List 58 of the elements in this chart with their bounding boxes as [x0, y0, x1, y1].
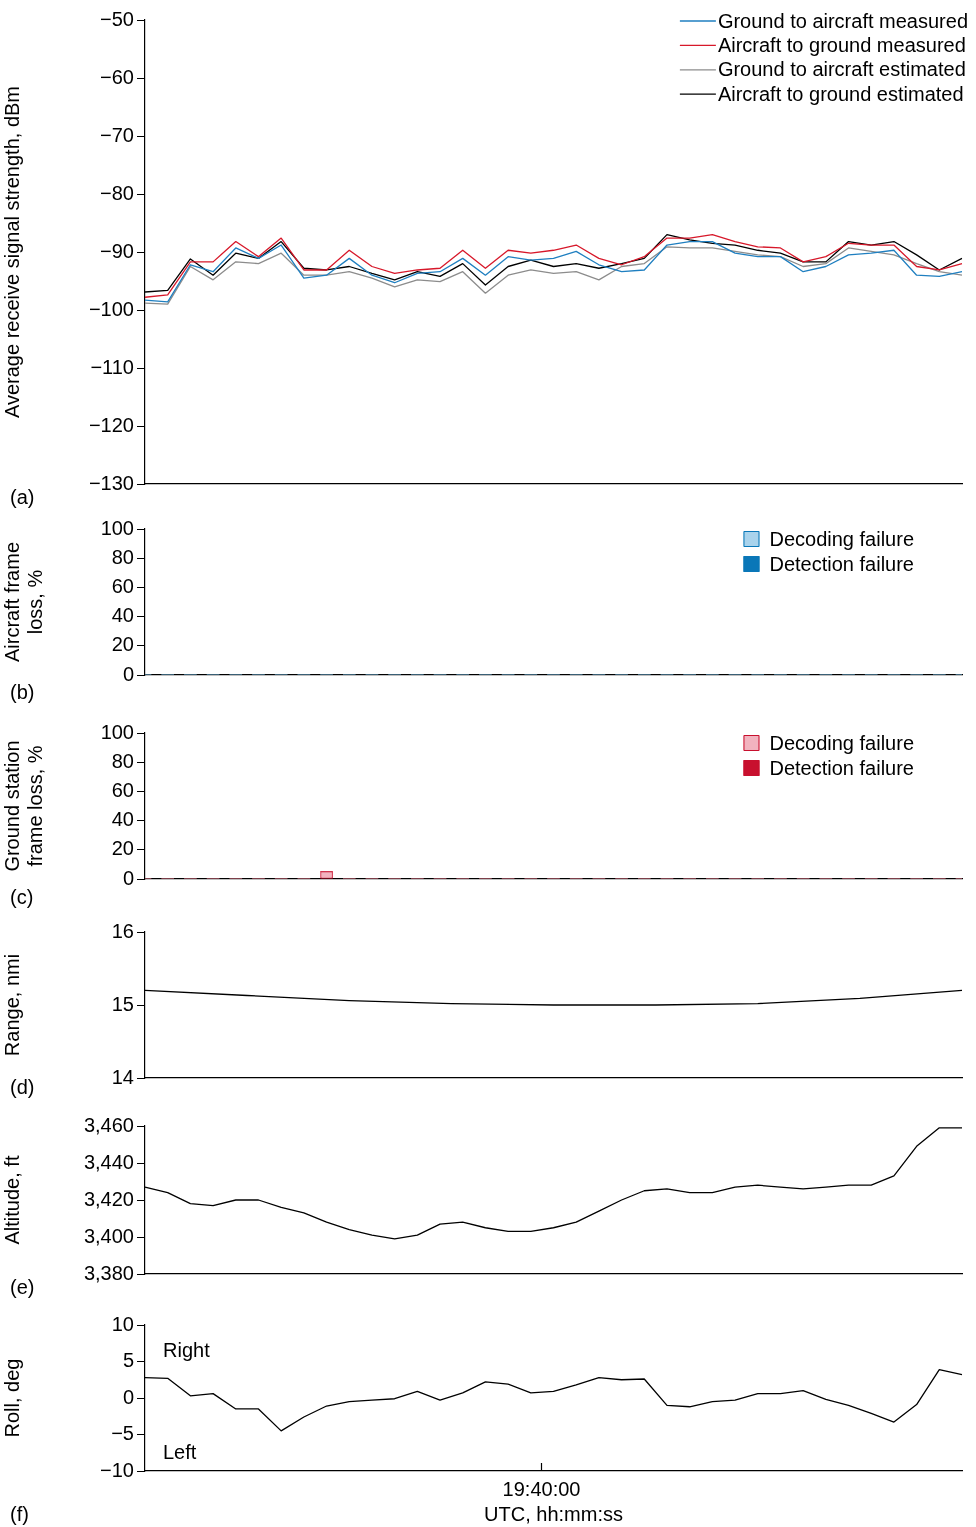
y-tick-label: −5: [111, 1422, 134, 1445]
legend-label: Aircraft to ground estimated: [717, 82, 964, 105]
y-tick-label: −80: [100, 181, 134, 204]
legend-label: Decoding failure: [769, 527, 914, 550]
y-tick-label: 80: [111, 545, 134, 568]
y-tick-label: 100: [100, 720, 134, 743]
text: (b): [10, 680, 35, 703]
y-tick-label: 3,400: [83, 1224, 134, 1247]
y-tick-label: 0: [122, 662, 134, 685]
y-tick-label: −90: [100, 239, 134, 262]
y-tick-label: 14: [111, 1065, 134, 1088]
text: (d): [10, 1075, 35, 1098]
y-tick-label: 40: [111, 604, 134, 627]
text: 19:40:00: [502, 1477, 581, 1500]
y-axis-title: Average receive signal strength, dBm: [1, 85, 24, 419]
y-tick-label: −130: [88, 471, 134, 494]
y-axis-title: Altitude, ft: [1, 1155, 24, 1245]
y-tick-label: 10: [111, 1312, 134, 1335]
text: (e): [10, 1275, 35, 1298]
y-axis-title: Roll, deg: [1, 1358, 24, 1438]
legend-label: Aircraft to ground measured: [717, 33, 966, 56]
y-axis-title: Aircraft frame loss, %: [1, 541, 47, 663]
annotation: Left: [163, 1440, 197, 1463]
y-tick-label: −120: [88, 413, 134, 436]
legend-label: Detection failure: [769, 552, 914, 575]
y-tick-label: 0: [122, 1385, 134, 1408]
y-tick-label: 3,440: [83, 1150, 134, 1173]
y-tick-label: 40: [111, 808, 134, 831]
y-tick-label: 5: [122, 1349, 134, 1372]
y-tick-label: 80: [111, 749, 134, 772]
y-tick-label: −70: [100, 123, 134, 146]
y-tick-label: 3,460: [83, 1113, 134, 1136]
y-tick-label: 0: [122, 866, 134, 889]
y-axis-title: Range, nmi: [1, 953, 24, 1057]
y-axis-title: Ground station frame loss, %: [1, 740, 47, 872]
legend-label: Decoding failure: [769, 731, 914, 754]
x-axis-title: UTC, hh:mm:ss: [484, 1502, 623, 1525]
text: (f): [10, 1502, 29, 1525]
y-tick-label: 100: [100, 516, 134, 539]
y-tick-label: −60: [100, 65, 134, 88]
y-tick-label: −100: [88, 297, 134, 320]
y-tick-label: 15: [111, 992, 134, 1015]
y-tick-label: 3,380: [83, 1261, 134, 1284]
text: (a): [10, 485, 35, 508]
y-tick-label: 60: [111, 778, 134, 801]
y-tick-label: −110: [90, 355, 134, 378]
y-tick-label: 20: [111, 837, 134, 860]
legend-label: Ground to aircraft estimated: [717, 58, 966, 81]
text: (c): [10, 885, 34, 908]
legend-label: Ground to aircraft measured: [717, 9, 969, 32]
y-tick-label: −10: [100, 1458, 134, 1481]
y-tick-label: 60: [111, 574, 134, 597]
y-tick-label: 3,420: [83, 1187, 134, 1210]
y-tick-label: −50: [100, 7, 134, 30]
legend-label: Detection failure: [769, 756, 914, 779]
annotation: Right: [163, 1338, 211, 1361]
y-tick-label: 16: [111, 919, 134, 942]
y-tick-label: 20: [111, 633, 134, 656]
